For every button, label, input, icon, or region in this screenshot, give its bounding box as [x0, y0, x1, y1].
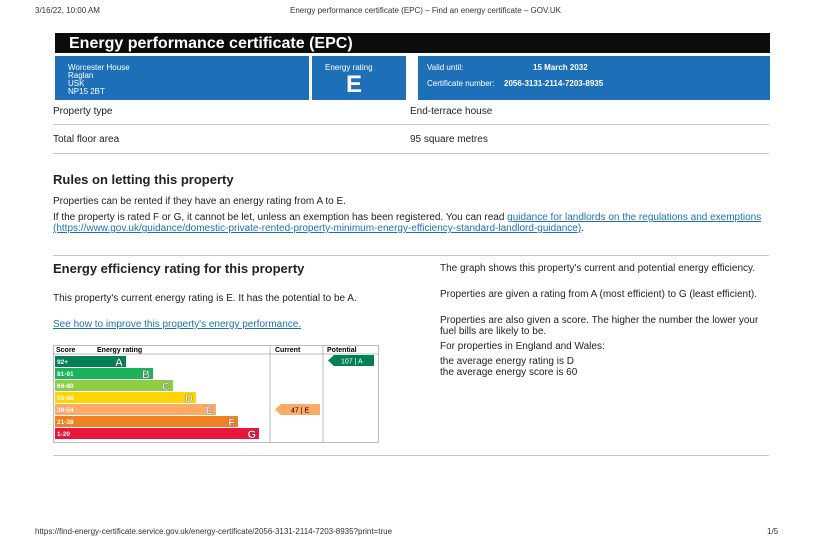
band-bar — [55, 392, 196, 403]
improve-link[interactable]: See how to improve this property's energ… — [53, 319, 302, 330]
band-letter: D — [185, 393, 193, 405]
divider — [53, 455, 769, 456]
validity-box: Valid until: 15 March 2032 Certificate n… — [418, 56, 770, 100]
note: Properties are also given a score. The h… — [440, 315, 759, 337]
rating-box: Energy rating E — [312, 56, 406, 100]
divider — [53, 124, 769, 125]
note: Properties are given a rating from A (mo… — [440, 289, 757, 300]
paragraph: Properties can be rented if they have an… — [53, 196, 346, 207]
certificate-title: Energy performance certificate (EPC) — [69, 35, 353, 52]
address-line: Worcester House — [68, 63, 130, 72]
address: Worcester House Raglan USK NP15 2BT — [68, 64, 130, 96]
address-line: USK — [68, 79, 85, 88]
note: the average energy rating is D — [440, 356, 574, 367]
page-title: Energy performance certificate (EPC) – F… — [290, 6, 561, 15]
potential-arrow — [328, 355, 374, 366]
band-bar — [55, 356, 126, 367]
current-score: 47 | E — [291, 408, 309, 415]
band-letter: C — [162, 381, 170, 393]
band-score: 92+ — [57, 359, 68, 366]
paragraph: This property's current energy rating is… — [53, 293, 357, 304]
band-score: 55-68 — [57, 395, 74, 402]
guidance-link[interactable]: guidance for landlords on the regulation… — [53, 212, 762, 234]
divider — [53, 153, 769, 154]
band-score: 69-80 — [57, 383, 74, 390]
text: . — [581, 223, 584, 234]
certificate-number-label: Certificate number: — [427, 79, 495, 88]
certificate-number: 2056-3131-2114-7203-8935 — [504, 79, 604, 88]
summary-value: 95 square metres — [410, 134, 488, 145]
summary-label: Property type — [53, 106, 113, 117]
potential-score: 107 | A — [341, 359, 363, 366]
summary-value: End-terrace house — [410, 106, 493, 117]
text: If the property is rated F or G, it cann… — [53, 212, 508, 223]
footer-url: https://find-energy-certificate.service.… — [35, 527, 393, 536]
column-header: Score — [56, 347, 76, 354]
page-number: 1/5 — [767, 527, 779, 536]
address-line: NP15 2BT — [68, 87, 105, 96]
band-letter: B — [142, 369, 150, 381]
address-line: Raglan — [68, 71, 94, 80]
column-header: Current — [275, 347, 301, 354]
summary-label: Total floor area — [53, 134, 120, 145]
address-box: Worcester House Raglan USK NP15 2BT — [55, 56, 309, 100]
letting-heading: Rules on letting this property — [53, 172, 234, 187]
rating: E — [346, 71, 363, 98]
note: For properties in England and Wales: — [440, 341, 605, 352]
column-header: Potential — [327, 347, 357, 354]
band-bar — [55, 380, 173, 391]
band-letter: F — [228, 417, 235, 429]
current-arrow — [275, 404, 320, 415]
timestamp: 3/16/22, 10:00 AM — [35, 6, 100, 15]
paragraph: If the property is rated F or G, it cann… — [53, 212, 769, 234]
valid-until-label: Valid until: — [427, 63, 464, 72]
efficiency-heading: Energy efficiency rating for this proper… — [53, 261, 305, 276]
band-letter: A — [115, 357, 123, 369]
rating-label: Energy rating — [325, 63, 373, 72]
band-score: 81-91 — [57, 371, 74, 378]
band-letter: E — [206, 405, 213, 417]
band-letter: G — [247, 429, 256, 441]
band-bar — [55, 404, 216, 415]
band-bar — [55, 428, 259, 439]
title-bar: Energy performance certificate (EPC) — [55, 33, 770, 53]
column-header: Energy rating — [97, 347, 142, 354]
band-bar — [55, 368, 153, 379]
note: The graph shows this property's current … — [440, 263, 756, 274]
band-score: 21-38 — [57, 419, 74, 426]
band-bar — [55, 416, 238, 427]
chart-frame — [53, 345, 379, 443]
note: the average energy score is 60 — [440, 367, 578, 378]
band-score: 39-54 — [57, 407, 74, 414]
rating-chart: Score Energy rating Current Potential 47… — [53, 345, 379, 443]
valid-until: 15 March 2032 — [533, 63, 588, 72]
band-score: 1-20 — [57, 431, 70, 438]
divider — [53, 255, 769, 256]
